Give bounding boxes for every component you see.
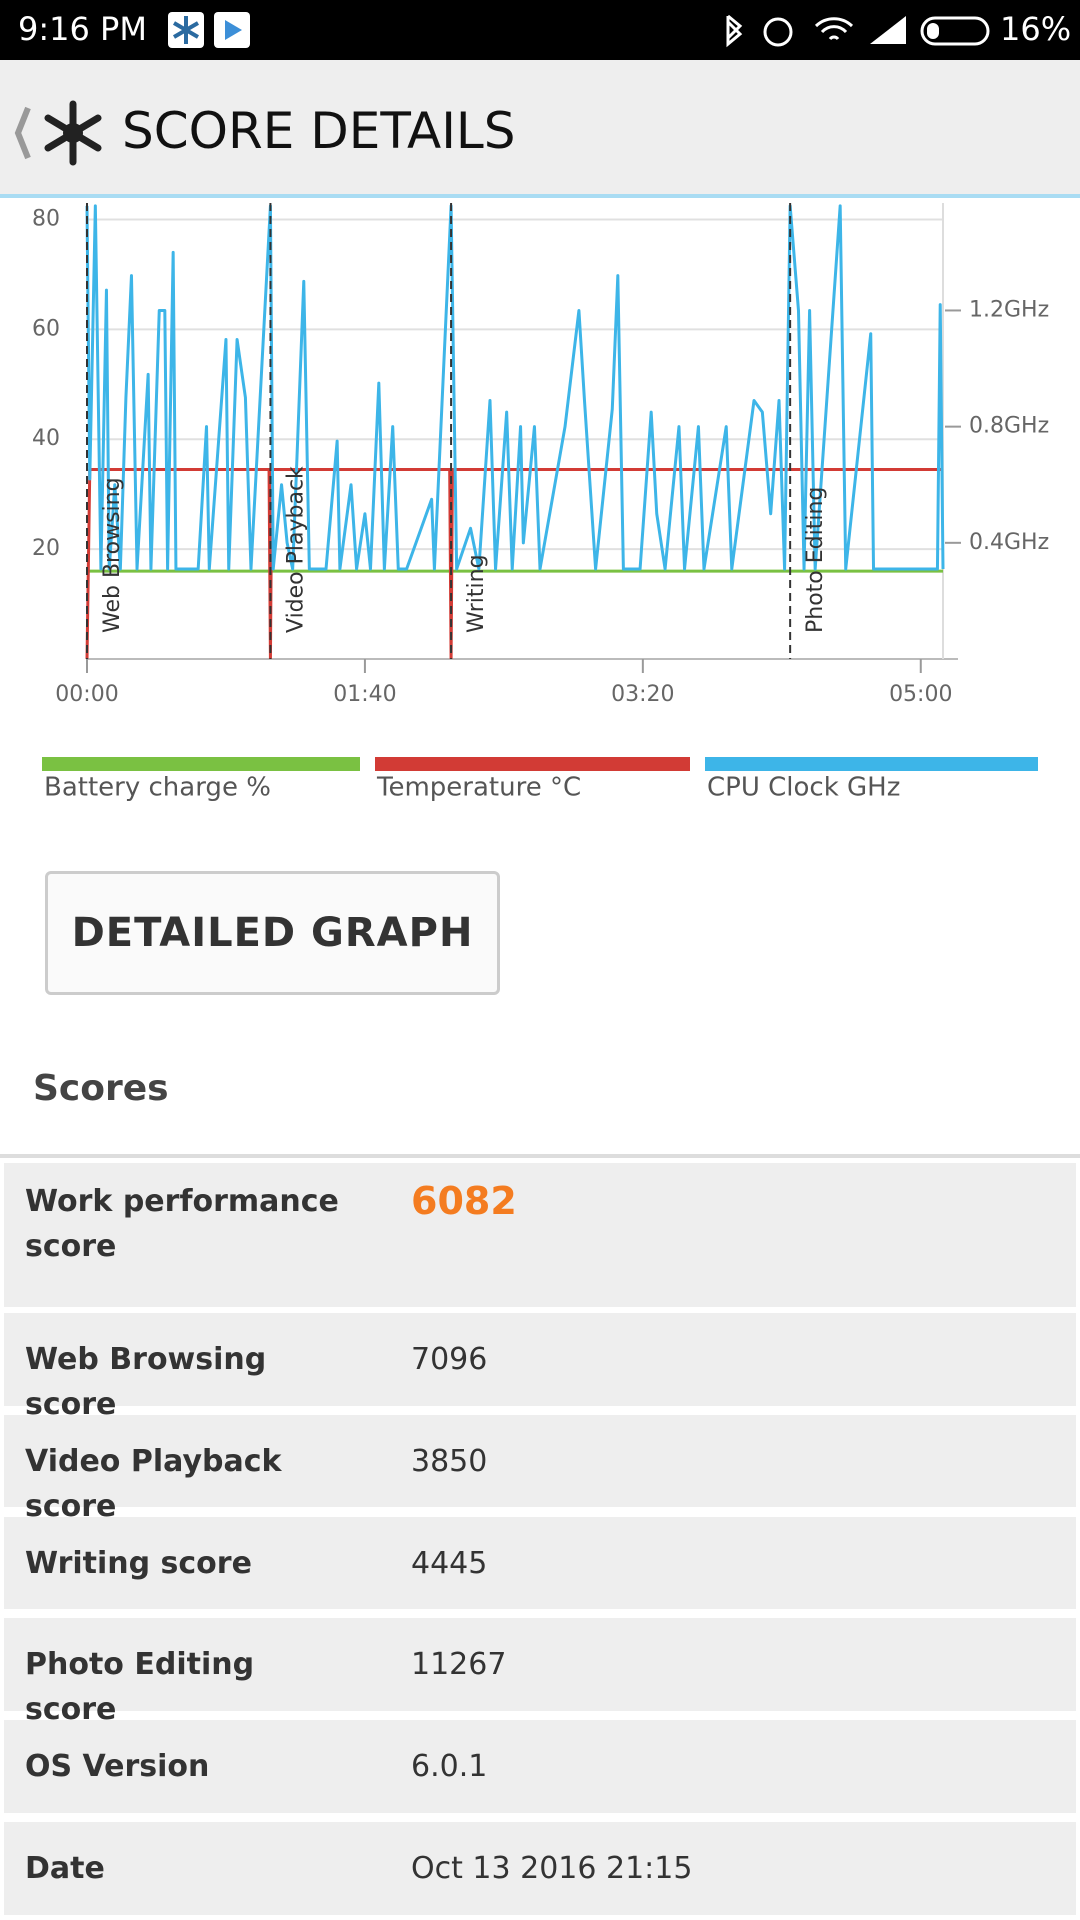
legend-label: Battery charge % xyxy=(44,773,271,803)
score-value: 3850 xyxy=(411,1444,488,1479)
score-label: Date xyxy=(25,1851,105,1886)
battery-level: 16% xyxy=(1000,10,1072,48)
y2-tick-label: 0.4GHz xyxy=(969,530,1049,555)
annotation-label: Video Playback xyxy=(283,466,308,633)
x-tick-label: 05:00 xyxy=(889,682,952,707)
detailed-graph-button[interactable]: DETAILED GRAPH xyxy=(45,871,500,995)
clock: 9:16 PM xyxy=(18,10,147,48)
score-value: 11267 xyxy=(411,1647,507,1682)
score-row: Date Oct 13 2016 21:15 xyxy=(4,1822,1076,1915)
score-label: Work performance score xyxy=(25,1184,339,1264)
score-row: Video Playback score 3850 xyxy=(4,1415,1076,1524)
screen-title: SCORE DETAILS xyxy=(122,102,516,160)
y2-tick-label: 1.2GHz xyxy=(969,297,1049,322)
x-tick-label: 00:00 xyxy=(55,682,118,707)
store-icon xyxy=(214,12,250,48)
score-row: Web Browsing score 7096 xyxy=(4,1313,1076,1422)
score-value: 6.0.1 xyxy=(411,1749,488,1784)
y-tick-label: 20 xyxy=(32,536,60,561)
status-icons xyxy=(726,14,990,48)
score-row: Work performance score 6082 xyxy=(4,1163,1076,1307)
score-label: OS Version xyxy=(25,1749,210,1784)
status-bar: 9:16 PM 16% xyxy=(0,0,1080,60)
annotation-label: Web Browsing xyxy=(100,477,125,633)
x-tick-label: 03:20 xyxy=(611,682,674,707)
score-value: 7096 xyxy=(411,1342,488,1377)
divider xyxy=(0,1154,1080,1158)
y-tick-label: 80 xyxy=(32,206,60,231)
annotation-label: Photo Editing xyxy=(803,487,828,633)
x-tick-label: 01:40 xyxy=(333,682,396,707)
y-tick-label: 60 xyxy=(32,316,60,341)
score-row: Photo Editing score 11267 xyxy=(4,1618,1076,1727)
annotation-label: Writing xyxy=(464,554,489,633)
score-label: Writing score xyxy=(25,1546,252,1581)
score-label: Video Playback score xyxy=(25,1444,282,1524)
legend-swatch xyxy=(375,757,690,771)
section-heading: Scores xyxy=(33,1068,169,1109)
score-value: Oct 13 2016 21:15 xyxy=(411,1851,693,1886)
legend-label: Temperature °C xyxy=(376,773,581,803)
legend-label: CPU Clock GHz xyxy=(707,773,900,803)
score-row: OS Version 6.0.1 xyxy=(4,1720,1076,1813)
legend-swatch xyxy=(705,757,1038,771)
score-label: Web Browsing score xyxy=(25,1342,267,1422)
y2-tick-label: 0.8GHz xyxy=(969,414,1049,439)
notification-icon xyxy=(168,12,204,48)
score-label: Photo Editing score xyxy=(25,1647,255,1727)
y-tick-label: 40 xyxy=(32,426,60,451)
back-logo[interactable] xyxy=(10,100,110,166)
score-value: 4445 xyxy=(411,1546,488,1581)
legend-swatch xyxy=(42,757,360,771)
series-line xyxy=(85,204,945,571)
score-value: 6082 xyxy=(411,1179,517,1223)
chart: 20 40 60 80 0.4GHz 0.8GHz 1.2GHz 00:00 01:40 03:2… xyxy=(32,203,1049,803)
score-row: Writing score 4445 xyxy=(4,1517,1076,1609)
app-bar: SCORE DETAILS xyxy=(0,60,1080,198)
